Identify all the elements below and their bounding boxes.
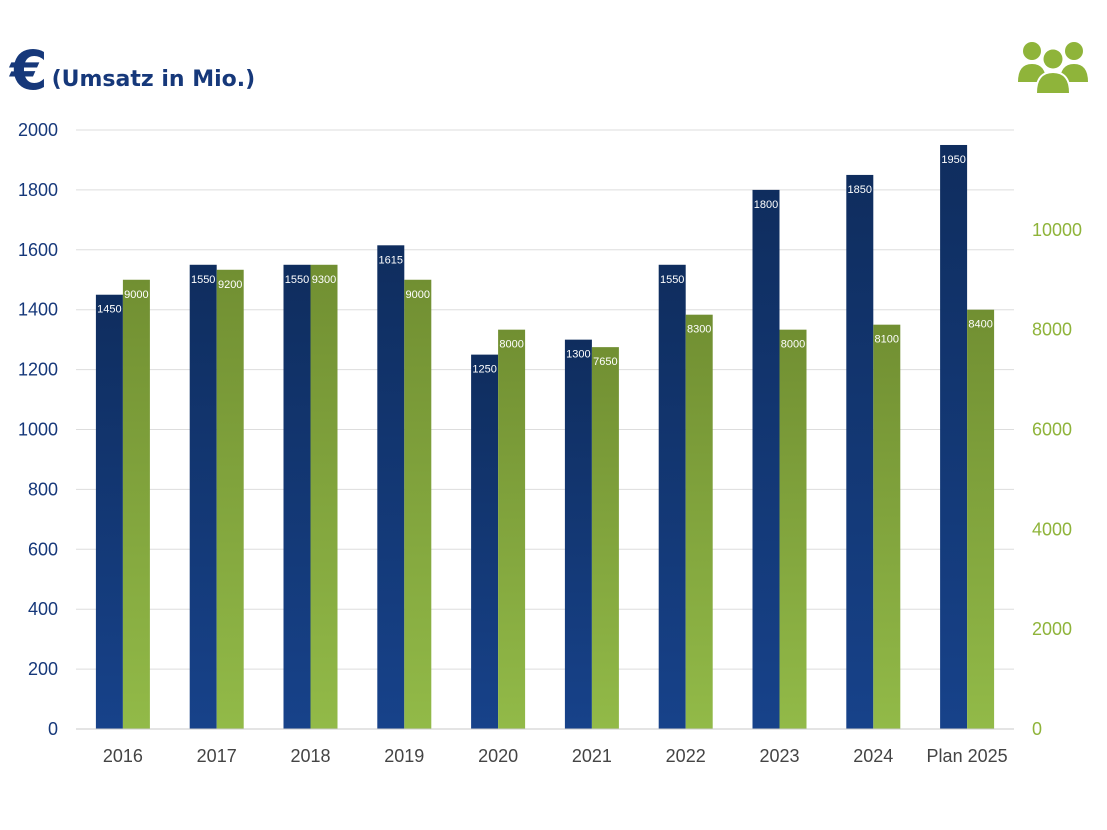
bar-revenue [658,264,686,729]
x-tick-label: 2019 [384,746,424,766]
data-label-employees: 8400 [968,319,992,331]
bar-revenue [940,144,968,730]
data-label-employees: 8100 [875,334,899,346]
y-right-tick-label: 2000 [1032,619,1072,639]
y-left-tick-label: 1200 [18,360,58,380]
data-label-employees: 8300 [687,324,711,336]
y-left-tick-label: 0 [48,719,58,739]
data-label-revenue: 1950 [941,154,965,166]
euro-icon: € [10,39,48,102]
bar-employees [873,324,901,729]
bar-employees [310,264,338,729]
bar-revenue [752,189,780,729]
data-label-revenue: 1250 [472,364,496,376]
bar-employees [591,347,619,729]
data-label-revenue: 1300 [566,349,590,361]
data-label-employees: 9200 [218,279,242,291]
bar-employees [122,279,150,729]
y-left-tick-label: 1800 [18,180,58,200]
bars [95,144,995,730]
data-label-employees: 8000 [499,339,523,351]
bar-employees [685,314,713,729]
y-right-tick-label: 4000 [1032,519,1072,539]
data-label-employees: 9000 [124,289,148,301]
bar-revenue [283,264,311,729]
y-left-tick-label: 400 [28,599,58,619]
y-right-tick-label: 8000 [1032,320,1072,340]
data-label-revenue: 1850 [848,184,872,196]
y-left-tick-label: 200 [28,659,58,679]
y-right-tick-label: 0 [1032,719,1042,739]
bar-revenue [189,264,217,729]
bar-employees [967,309,995,729]
y-left-tick-label: 800 [28,479,58,499]
unit-label: (Umsatz in Mio.) [51,67,256,92]
y-left-tick-label: 2000 [18,120,58,140]
data-label-revenue: 1550 [285,274,309,286]
data-label-revenue: 1450 [97,304,121,316]
x-tick-label: 2024 [853,746,893,766]
y-left-tick-label: 600 [28,539,58,559]
data-label-employees: 9300 [312,274,336,286]
y-left-tick-label: 1400 [18,300,58,320]
bar-employees [404,279,432,729]
data-label-revenue: 1550 [660,274,684,286]
x-tick-label: 2018 [290,746,330,766]
bar-employees [498,329,526,729]
x-tick-label: 2022 [666,746,706,766]
bar-revenue [564,339,592,729]
bar-employees [779,329,807,729]
chart-header: € (Umsatz in Mio.) [10,38,255,98]
bar-revenue [95,294,123,729]
people-group-icon [1018,42,1088,94]
y-right-tick-label: 10000 [1032,220,1082,240]
x-tick-label: 2017 [197,746,237,766]
bar-employees [216,269,244,729]
data-label-employees: 9000 [406,289,430,301]
x-tick-label: 2021 [572,746,612,766]
y-right-tick-label: 6000 [1032,420,1072,440]
bar-revenue [377,245,405,729]
data-label-employees: 7650 [593,356,617,368]
x-tick-label: 2020 [478,746,518,766]
x-tick-label: Plan 2025 [927,746,1008,766]
x-tick-label: 2016 [103,746,143,766]
y-left-tick-label: 1000 [18,420,58,440]
bar-revenue [846,174,874,730]
axes: 0 200 400 600 800 1000 1200 1400 1600 1800 2000 0 20… [18,120,1082,766]
x-tick-label: 2023 [759,746,799,766]
y-left-tick-label: 1600 [18,240,58,260]
data-label-revenue: 1800 [754,199,778,211]
data-label-revenue: 1550 [191,274,215,286]
data-label-revenue: 1615 [379,254,403,266]
bar-revenue [471,354,499,729]
data-label-employees: 8000 [781,339,805,351]
